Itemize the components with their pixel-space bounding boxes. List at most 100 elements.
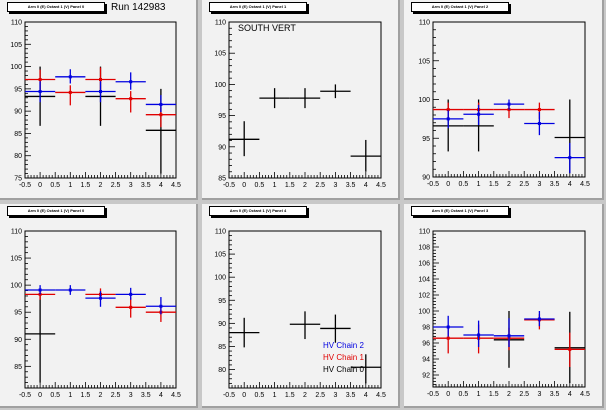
x-tick-label: -0.5 (427, 391, 439, 398)
y-tick-label: 110 (215, 229, 226, 236)
data-point-marker (99, 77, 102, 81)
y-tick-label: 100 (418, 97, 430, 104)
data-point-marker (446, 108, 450, 112)
x-tick-label: 4 (159, 182, 163, 189)
y-tick-label: 105 (214, 252, 226, 259)
plot-svg: -0.5 0 0.5 1 1.5 2 2.5 3 3.5 4 4.5 92 94 96 98 100 102 10… (418, 229, 590, 399)
series-hv-chain-2 (25, 285, 176, 315)
run-label: Run 142983 (111, 2, 166, 13)
y-tick-label: 90 (218, 144, 226, 151)
data-point-marker (159, 102, 163, 106)
y-tick-label: 105 (10, 256, 22, 263)
data-point-marker (68, 288, 72, 292)
x-tick-label: 4 (364, 392, 368, 399)
plot-svg: -0.5 0 0.5 1 1.5 2 2.5 3 3.5 4 4.5 85 90 95 100 105 110 (214, 20, 386, 190)
x-tick-label: 0 (38, 392, 42, 399)
x-tick-label: 1 (477, 391, 481, 398)
data-point-marker (568, 347, 572, 351)
x-tick-label: 0.5 (459, 391, 469, 398)
series-hv-chain-0 (25, 295, 56, 383)
data-point-marker (129, 80, 133, 84)
x-tick-label: 3 (129, 392, 133, 399)
x-tick-label: 0.5 (50, 182, 60, 189)
plot-pad-panel-3: -0.5 0 0.5 1 1.5 2 2.5 3 3.5 4 4.5 85 90 95 100 105 110 … (0, 204, 198, 408)
x-tick-label: 3 (333, 392, 337, 399)
y-tick-label: 90 (422, 175, 430, 182)
y-tick-label: 95 (218, 113, 226, 120)
x-tick-label: 2.5 (111, 392, 121, 399)
x-tick-label: 1.5 (81, 182, 91, 189)
y-tick-label: 85 (218, 176, 226, 183)
data-point-marker (537, 317, 541, 321)
y-tick-label: 100 (418, 309, 430, 316)
x-tick-label: -0.5 (19, 182, 31, 189)
pad-title: Arm 0 (E) Octant 1 (V) Panel 3 (411, 206, 509, 216)
x-tick-label: -0.5 (19, 392, 31, 399)
x-tick-label: 1.5 (285, 392, 295, 399)
x-tick-label: 4 (568, 181, 572, 188)
plot-svg: -0.5 0 0.5 1 1.5 2 2.5 3 3.5 4 4.5 90 95 100 105 110 (418, 20, 590, 189)
data-point-marker (568, 156, 572, 160)
x-tick-label: -0.5 (223, 392, 235, 399)
x-tick-label: 0 (242, 392, 246, 399)
plot-pad-panel-0: -0.5 0 0.5 1 1.5 2 2.5 3 3.5 4 4.5 75 80 85 90 95 100 105… (0, 0, 198, 200)
legend-entry-chain-1: HV Chain 1 (323, 353, 364, 362)
x-tick-label: 4.5 (580, 181, 590, 188)
x-tick-label: 3.5 (550, 391, 560, 398)
x-tick-label: 0 (446, 391, 450, 398)
x-tick-label: 2.5 (111, 182, 121, 189)
data-point-marker (38, 288, 42, 292)
legend-entry-chain-0: HV Chain 0 (323, 365, 364, 374)
x-tick-label: 0 (38, 182, 42, 189)
x-tick-label: 0.5 (255, 392, 265, 399)
y-tick-label: 90 (14, 109, 22, 116)
y-tick-label: 100 (10, 283, 22, 290)
x-tick-label: 1 (477, 181, 481, 188)
x-tick-label: 4.5 (376, 392, 386, 399)
data-point-marker (477, 112, 481, 116)
y-tick-label: 85 (14, 131, 22, 138)
x-tick-label: 2 (507, 391, 511, 398)
y-tick-label: 102 (418, 293, 430, 300)
pad-title: Arm 0 (E) Octant 1 (V) Panel 0 (7, 2, 105, 12)
x-tick-label: 1.5 (81, 392, 91, 399)
x-tick-label: 4.5 (376, 182, 386, 189)
x-tick-label: 0 (242, 182, 246, 189)
y-tick-label: 90 (218, 321, 226, 328)
y-tick-label: 100 (214, 275, 226, 282)
x-tick-label: 1 (273, 392, 277, 399)
data-point-marker (477, 333, 481, 337)
y-tick-label: 85 (14, 364, 22, 371)
y-tick-label: 105 (10, 42, 22, 49)
x-tick-label: 4 (568, 391, 572, 398)
y-tick-label: 80 (14, 153, 22, 160)
y-tick-label: 104 (418, 277, 430, 284)
x-tick-label: 4.5 (171, 182, 181, 189)
y-tick-label: 100 (10, 64, 22, 71)
x-tick-label: 1.5 (489, 391, 499, 398)
x-tick-label: 4.5 (580, 391, 590, 398)
data-point-marker (68, 90, 72, 94)
pad-title: Arm 0 (E) Octant 1 (V) Panel 2 (411, 2, 509, 12)
x-tick-label: 2 (99, 392, 103, 399)
y-tick-label: 105 (214, 51, 226, 58)
y-tick-label: 85 (218, 344, 226, 351)
y-tick-label: 110 (215, 20, 226, 27)
data-point-marker (38, 90, 42, 94)
plot-pad-panel-2: -0.5 0 0.5 1 1.5 2 2.5 3 3.5 4 4.5 90 95 100 105 110 Ar… (404, 0, 604, 200)
data-point-marker (129, 97, 133, 101)
x-tick-label: 0.5 (255, 182, 265, 189)
x-tick-label: 3 (537, 391, 541, 398)
legend-entry-chain-2: HV Chain 2 (323, 341, 364, 350)
x-tick-label: 4 (159, 392, 163, 399)
y-tick-label: 108 (418, 245, 430, 252)
series-hv-chain-2 (433, 311, 555, 347)
x-tick-label: 3.5 (346, 392, 356, 399)
y-tick-label: 96 (422, 341, 430, 348)
x-tick-label: 1.5 (489, 181, 499, 188)
x-tick-label: 2.5 (519, 181, 529, 188)
x-tick-label: 4 (364, 182, 368, 189)
series-hv-chain-0 (229, 311, 381, 384)
plot-pad-panel-1: -0.5 0 0.5 1 1.5 2 2.5 3 3.5 4 4.5 85 90 95 100 105 110 … (202, 0, 400, 200)
plot-pad-panel-5: -0.5 0 0.5 1 1.5 2 2.5 3 3.5 4 4.5 92 94 96 98 100 102 10… (404, 204, 604, 408)
